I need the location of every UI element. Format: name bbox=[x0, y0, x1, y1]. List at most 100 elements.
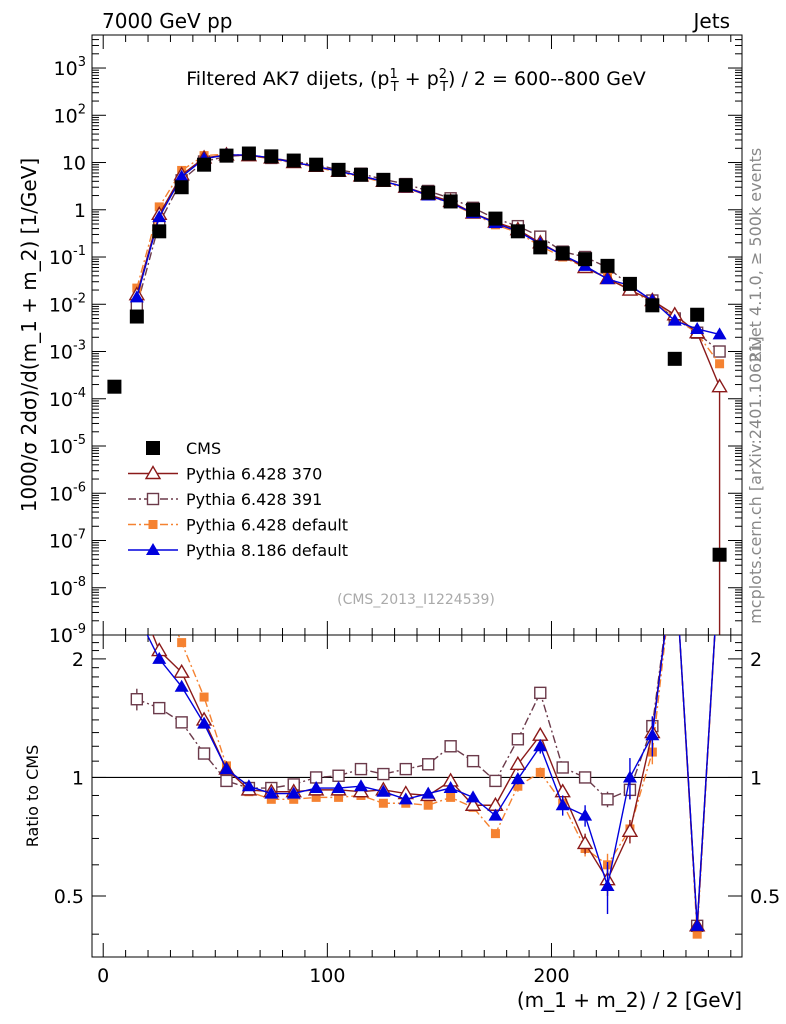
data-point-cms bbox=[286, 153, 301, 168]
ratio-point-p8 bbox=[309, 781, 324, 794]
ratio-point-p8 bbox=[264, 786, 279, 799]
ratio-point-p8 bbox=[376, 784, 391, 797]
ratio-y-tick-label: 1 bbox=[72, 767, 84, 789]
data-point-cms bbox=[241, 146, 256, 161]
data-point-cms bbox=[555, 246, 570, 261]
ratio-point-p8 bbox=[331, 781, 346, 794]
main-y-axis-label: 1000/σ 2dσ)/d(m_1 + m_2) [1/GeV] bbox=[17, 158, 41, 512]
ratio-series-pdef bbox=[177, 635, 716, 939]
ratio-point-p8 bbox=[421, 786, 436, 799]
plot-title: Filtered AK7 dijets, (p1 T + p2 T) / 2 = 6… bbox=[186, 67, 645, 95]
ratio-ticks: 0.5 0.5 1 1 2 2 0 100 200 bbox=[54, 635, 780, 987]
x-tick-label: 0 bbox=[97, 965, 109, 987]
x-axis-label: (m_1 + m_2) / 2 [GeV] bbox=[517, 988, 742, 1012]
ratio-series-clip bbox=[130, 635, 716, 939]
ratio-point-p391 bbox=[466, 754, 480, 768]
data-point-cms bbox=[421, 185, 436, 200]
ratio-point-p8 bbox=[622, 770, 637, 783]
main-y-tick-label: 102 bbox=[54, 102, 86, 127]
legend-item-pdef: Pythia 6.428 default bbox=[128, 516, 348, 535]
data-point-cms bbox=[578, 252, 593, 267]
data-point-cms bbox=[488, 211, 503, 226]
legend-marker bbox=[144, 465, 162, 480]
main-y-tick-label: 10-9 bbox=[49, 622, 86, 647]
ratio-point-p8 bbox=[645, 728, 660, 741]
data-point-cms bbox=[712, 547, 727, 562]
data-point-cms bbox=[129, 309, 144, 324]
ratio-y-tick-label-right: 0.5 bbox=[750, 886, 780, 908]
ratio-point-p391 bbox=[130, 693, 144, 706]
legend-marker bbox=[146, 492, 160, 506]
data-point-cms bbox=[376, 172, 391, 187]
ratio-point-p8 bbox=[690, 918, 705, 931]
legend-item-p391: Pythia 6.428 391 bbox=[128, 490, 322, 509]
main-y-tick-label: 10-2 bbox=[49, 291, 86, 316]
data-point-cms bbox=[622, 276, 637, 291]
ratio-point-p391 bbox=[220, 774, 233, 788]
ratio-point-p8 bbox=[197, 716, 212, 729]
ratio-point-p8 bbox=[152, 651, 167, 664]
rivet-version-label: Rivet 4.1.0, ≥ 500k events bbox=[746, 148, 765, 362]
ratio-point-p8 bbox=[353, 779, 368, 792]
main-y-tick-label: 10-6 bbox=[49, 480, 86, 505]
ratio-point-p8 bbox=[398, 792, 413, 805]
data-point-p391 bbox=[713, 345, 726, 358]
ratio-point-pdef bbox=[177, 638, 187, 648]
ratio-point-p8 bbox=[533, 739, 548, 752]
ratio-point-pdef bbox=[692, 929, 702, 939]
ratio-series-p370 bbox=[151, 635, 716, 932]
ratio-y-tick-label-right: 1 bbox=[750, 767, 762, 789]
ratio-point-p8 bbox=[555, 798, 570, 811]
legend-item-p8: Pythia 8.186 default bbox=[128, 541, 348, 560]
x-tick-label: 100 bbox=[309, 965, 345, 987]
main-y-tick-label: 10-4 bbox=[49, 386, 86, 411]
data-point-p370 bbox=[711, 378, 728, 393]
ratio-point-p8 bbox=[286, 786, 301, 799]
data-point-cms bbox=[398, 178, 413, 193]
legend-label: Pythia 6.428 391 bbox=[186, 490, 322, 509]
data-point-cms bbox=[466, 202, 481, 217]
ratio-point-p391 bbox=[354, 762, 368, 776]
ratio-point-pdef bbox=[266, 794, 276, 804]
ratio-point-p391 bbox=[601, 793, 614, 806]
main-series-layer bbox=[107, 146, 728, 635]
ratio-point-p391 bbox=[489, 774, 502, 788]
data-point-cms bbox=[667, 351, 682, 366]
main-y-tick-label: 10-7 bbox=[49, 528, 86, 553]
ratio-point-p391 bbox=[578, 771, 592, 784]
series-p370 bbox=[128, 146, 728, 635]
ratio-panel: 0.5 0.5 1 1 2 2 0 100 200 Ratio to CMS (m_1 + m_… bbox=[23, 634, 780, 1012]
ratio-point-p391 bbox=[422, 758, 435, 771]
data-point-cms bbox=[219, 148, 234, 163]
legend-item-p370: Pythia 6.428 370 bbox=[128, 465, 322, 484]
ratio-point-p391 bbox=[377, 767, 390, 781]
data-point-cms bbox=[264, 149, 279, 164]
ratio-point-p8 bbox=[219, 762, 234, 775]
legend-marker bbox=[146, 543, 160, 555]
ratio-point-pdef bbox=[378, 798, 388, 808]
main-y-tick-label: 10-1 bbox=[49, 244, 86, 269]
ratio-point-p8 bbox=[174, 679, 189, 692]
data-point-p8 bbox=[129, 290, 144, 303]
ratio-point-pdef bbox=[334, 792, 344, 802]
ratio-point-p370 bbox=[509, 755, 527, 770]
main-y-tick-label: 10-3 bbox=[49, 339, 86, 364]
ratio-point-p391 bbox=[444, 740, 457, 753]
series-cms bbox=[107, 146, 727, 562]
ratio-series-p8 bbox=[146, 635, 716, 931]
data-point-cms bbox=[152, 224, 167, 239]
ratio-point-p8 bbox=[600, 879, 615, 892]
ratio-point-p391 bbox=[511, 733, 525, 746]
data-point-cms bbox=[197, 157, 212, 172]
data-point-pdef bbox=[715, 359, 725, 369]
ratio-point-p370 bbox=[173, 663, 190, 678]
header-left: 7000 GeV pp bbox=[102, 9, 233, 33]
main-y-tick-label: 10 bbox=[62, 153, 86, 175]
data-point-cms bbox=[107, 379, 122, 394]
data-point-p8 bbox=[667, 313, 682, 326]
ratio-point-p8 bbox=[488, 808, 503, 821]
ratio-point-p370 bbox=[532, 726, 549, 741]
ratio-y-tick-label-right: 2 bbox=[750, 649, 762, 671]
legend-item-cms: CMS bbox=[146, 439, 221, 458]
